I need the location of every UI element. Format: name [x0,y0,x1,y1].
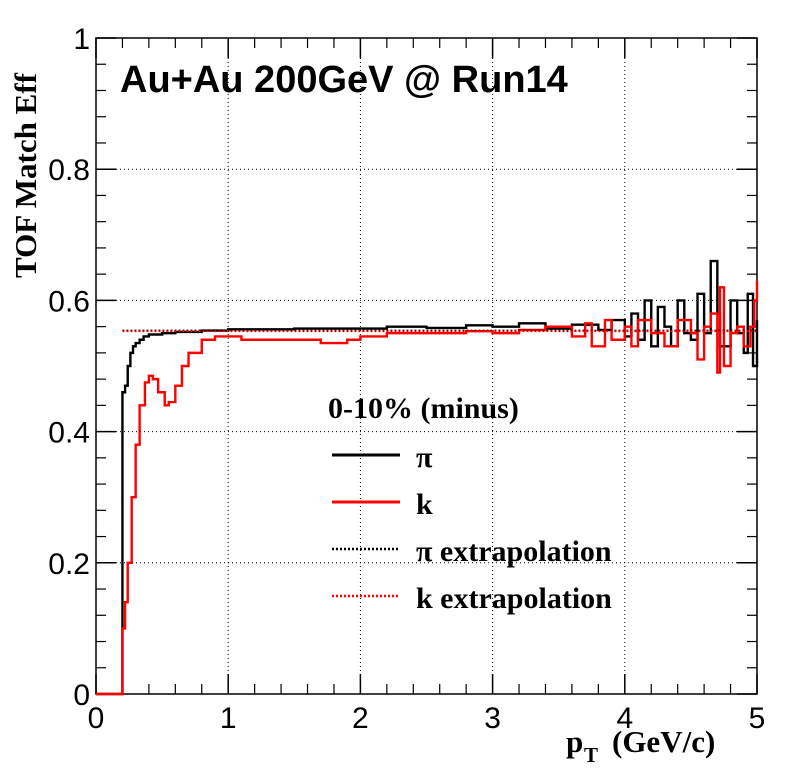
x-axis-title-main: p [566,724,583,759]
x-tick-label: 1 [220,702,237,735]
x-axis-title-unit: (GeV/c) [612,724,715,759]
series-line-0 [96,259,759,696]
x-axis-title: p T (GeV/c) [566,724,715,767]
y-tick-label: 0.6 [48,285,90,318]
legend: 0-10% (minus) πk π extrapolation k extrapo… [328,392,612,615]
y-tick-label: 0.4 [48,417,90,450]
y-tick-label: 0.2 [48,548,90,581]
chart-title: Au+Au 200GeV @ Run14 [120,59,568,101]
y-tick-label: 1 [73,23,90,56]
axis-ticks [95,37,758,695]
series-line-1 [96,280,759,696]
x-axis-title-subscript: T [584,743,598,767]
series-layer [96,259,759,696]
x-tick-label: 4 [616,702,633,735]
legend-label-0: π [416,441,433,474]
x-tick-label: 3 [484,702,501,735]
legend-label-3: k extrapolation [416,582,612,615]
legend-label-1: k [416,488,433,521]
y-tick-label: 0.8 [48,154,90,187]
x-tick-label: 2 [352,702,369,735]
x-tick-label: 0 [88,702,105,735]
y-tick-label: 0 [73,679,90,712]
y-axis-title: TOF Match Eff [8,72,43,278]
legend-label-2: π extrapolation [416,535,612,568]
x-tick-label: 5 [749,702,766,735]
grid-lines [96,38,757,694]
tick-labels: 0 1 2 3 4 5 0 0.2 0.4 0.6 0.8 1 [48,23,765,735]
legend-header: 0-10% (minus) [328,392,519,425]
